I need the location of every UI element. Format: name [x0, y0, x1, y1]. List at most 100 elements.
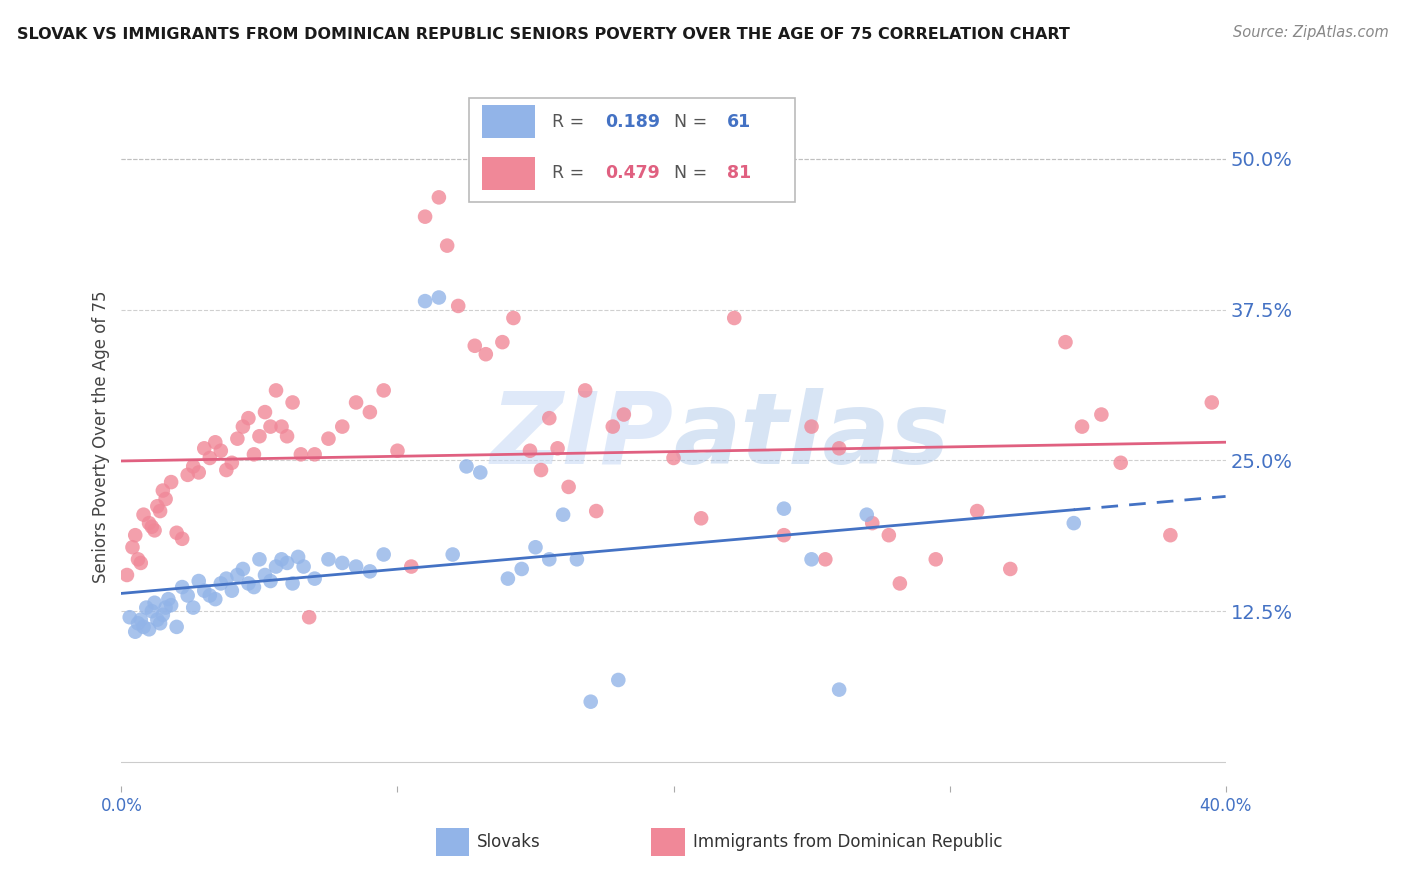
Point — [413, 210, 436, 224]
Text: Source: ZipAtlas.com: Source: ZipAtlas.com — [1233, 25, 1389, 40]
Point — [232, 419, 254, 434]
Text: Slovaks: Slovaks — [477, 833, 541, 851]
FancyBboxPatch shape — [470, 98, 794, 202]
Text: R =: R = — [553, 164, 589, 183]
Text: ZIP: ZIP — [491, 388, 673, 484]
Point — [427, 291, 450, 305]
Point — [344, 559, 367, 574]
Point — [270, 552, 292, 566]
Point — [359, 405, 381, 419]
Point — [204, 592, 226, 607]
Point — [146, 613, 169, 627]
Point — [1109, 456, 1132, 470]
Point — [176, 589, 198, 603]
Point — [330, 419, 353, 434]
Point — [538, 552, 561, 566]
Point — [292, 559, 315, 574]
Point — [373, 548, 395, 562]
Point — [925, 552, 948, 566]
Point — [232, 562, 254, 576]
Point — [238, 411, 260, 425]
Point — [330, 556, 353, 570]
Point — [138, 516, 160, 530]
Point — [132, 508, 155, 522]
Point — [264, 384, 287, 398]
Point — [1000, 562, 1022, 576]
Text: N =: N = — [673, 164, 713, 183]
Text: 0.189: 0.189 — [605, 112, 659, 130]
Point — [662, 450, 685, 465]
Point — [855, 508, 877, 522]
Point — [187, 574, 209, 588]
Point — [198, 589, 221, 603]
Point — [215, 572, 238, 586]
Point — [238, 576, 260, 591]
Point — [1054, 335, 1077, 350]
Point — [187, 466, 209, 480]
Point — [602, 419, 624, 434]
Point — [773, 528, 796, 542]
Point — [124, 624, 146, 639]
Point — [276, 556, 298, 570]
Point — [613, 408, 636, 422]
Point — [135, 600, 157, 615]
Point — [860, 516, 883, 530]
Point — [773, 501, 796, 516]
Point — [304, 447, 326, 461]
Point — [1159, 528, 1181, 542]
Point — [141, 604, 163, 618]
Point — [249, 552, 271, 566]
Point — [538, 411, 561, 425]
FancyBboxPatch shape — [482, 105, 536, 138]
Point — [966, 504, 988, 518]
Point — [441, 548, 464, 562]
Point — [318, 432, 340, 446]
Point — [115, 568, 138, 582]
Point — [1201, 395, 1223, 409]
Point — [502, 311, 524, 326]
Text: Immigrants from Dominican Republic: Immigrants from Dominican Republic — [693, 833, 1002, 851]
Point — [253, 405, 276, 419]
Point — [814, 552, 837, 566]
Point — [209, 576, 232, 591]
Point — [149, 504, 172, 518]
Point — [215, 463, 238, 477]
Point — [1090, 408, 1112, 422]
Point — [141, 520, 163, 534]
Point — [800, 419, 823, 434]
Point — [172, 532, 194, 546]
Point — [143, 524, 166, 538]
Point — [585, 504, 607, 518]
Point — [574, 384, 596, 398]
Point — [166, 525, 188, 540]
Point — [281, 395, 304, 409]
Text: 61: 61 — [727, 112, 751, 130]
Point — [243, 447, 266, 461]
Point — [259, 574, 281, 588]
Point — [166, 620, 188, 634]
Point — [427, 190, 450, 204]
Text: R =: R = — [553, 112, 589, 130]
Point — [143, 596, 166, 610]
Point — [344, 395, 367, 409]
Point — [226, 568, 249, 582]
Point — [264, 559, 287, 574]
Point — [155, 491, 177, 506]
Point — [127, 552, 149, 566]
Point — [551, 508, 574, 522]
Point — [149, 616, 172, 631]
Text: SLOVAK VS IMMIGRANTS FROM DOMINICAN REPUBLIC SENIORS POVERTY OVER THE AGE OF 75 : SLOVAK VS IMMIGRANTS FROM DOMINICAN REPU… — [17, 27, 1070, 42]
Point — [359, 565, 381, 579]
Point — [155, 600, 177, 615]
Point — [510, 562, 533, 576]
Point — [249, 429, 271, 443]
Point — [281, 576, 304, 591]
Point — [221, 583, 243, 598]
Point — [172, 580, 194, 594]
Point — [1063, 516, 1085, 530]
Point — [118, 610, 141, 624]
Point — [138, 622, 160, 636]
Point — [436, 238, 458, 252]
Point — [181, 459, 204, 474]
Point — [524, 541, 547, 555]
